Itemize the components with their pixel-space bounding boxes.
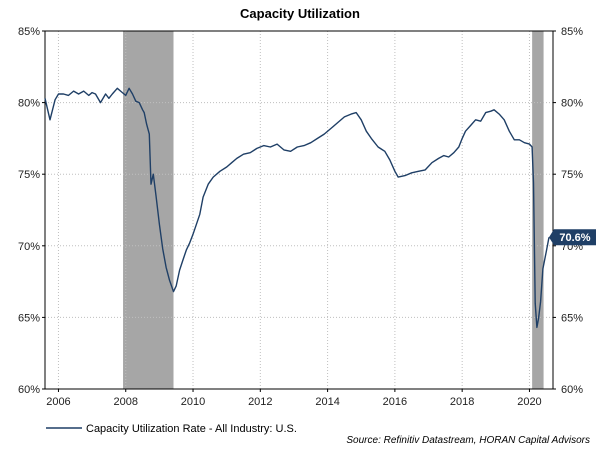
x-tick-label: 2020 [517, 396, 541, 408]
last-value-label: 70.6% [559, 232, 590, 244]
recession-band [123, 31, 174, 389]
y-tick-label-left: 60% [18, 384, 40, 396]
plot-area: 60% 60%65% 65%70% 70%75% 75%80% 80%85% 85%2006… [18, 26, 596, 408]
y-tick-label-left: 80% [18, 98, 40, 110]
x-tick-label: 2016 [383, 396, 407, 408]
last-value-callout [549, 229, 596, 246]
legend: Capacity Utilization Rate - All Industry… [46, 423, 297, 435]
x-tick-label: 2014 [315, 396, 339, 408]
chart-title: Capacity Utilization [240, 6, 360, 21]
recession-band [532, 31, 544, 389]
x-tick-label: 2006 [46, 396, 70, 408]
legend-label: Capacity Utilization Rate - All Industry… [86, 423, 297, 435]
y-tick-label-right: 75% [561, 169, 583, 181]
y-tick-label-right: 85% [561, 26, 583, 38]
x-tick-label: 2010 [181, 396, 205, 408]
y-tick-label-right: 65% [561, 312, 583, 324]
y-tick-label-left: 65% [18, 312, 40, 324]
series-line [44, 87, 550, 329]
x-tick-label: 2008 [113, 396, 137, 408]
plot-frame [44, 30, 554, 390]
source-note: Source: Refinitiv Datastream, HORAN Capi… [346, 435, 590, 446]
x-tick-label: 2012 [248, 396, 272, 408]
y-tick-label-right: 60% [561, 384, 583, 396]
y-tick-label-left: 75% [18, 169, 40, 181]
y-tick-label-left: 85% [18, 26, 40, 38]
x-tick-label: 2018 [450, 396, 474, 408]
y-tick-label-left: 70% [18, 241, 40, 253]
y-tick-label-right: 80% [561, 98, 583, 110]
